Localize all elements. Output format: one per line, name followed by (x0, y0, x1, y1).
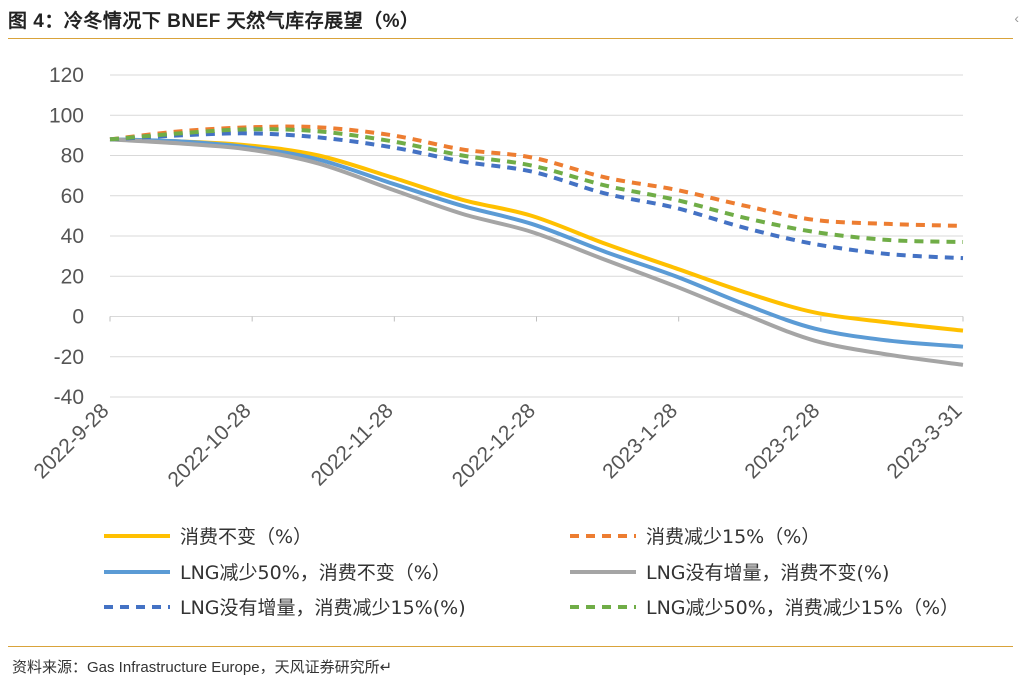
legend-label: LNG没有增量，消费减少15%(%) (180, 597, 466, 619)
legend-label: LNG没有增量，消费不变(%) (646, 562, 889, 584)
x-tick-label: 2023-1-28 (598, 399, 682, 483)
corner-mark-icon: ‹ (1014, 10, 1019, 26)
series-lines (109, 124, 964, 367)
series-line (109, 124, 964, 228)
y-tick-label: 20 (61, 265, 84, 288)
x-tick-label: 2022-9-28 (30, 399, 114, 483)
y-tick-label: -20 (54, 346, 84, 369)
legend-label: 消费不变（%） (180, 526, 312, 548)
y-axis-ticks: -40 -20 0 20 40 60 80 100 120 (49, 64, 84, 409)
x-tick-label: 2023-2-28 (740, 399, 824, 483)
x-tick-label: 2022-10-28 (163, 399, 255, 491)
legend-label: 消费减少15%（%） (646, 526, 820, 548)
x-tick-label: 2023-3-31 (883, 399, 967, 483)
legend-label: LNG减少50%，消费减少15%（%） (646, 597, 959, 619)
y-tick-label: 100 (49, 104, 84, 127)
y-tick-label: 60 (61, 185, 84, 208)
legend-label: LNG减少50%，消费不变（%） (180, 562, 451, 584)
legend: 消费不变（%） 消费减少15%（%） LNG减少50%，消费不变（%） LNG没有增量… (104, 526, 959, 619)
y-tick-label: 0 (72, 306, 84, 329)
y-tick-label: -40 (54, 386, 84, 409)
series-line (109, 131, 964, 261)
y-tick-label: 120 (49, 64, 84, 87)
figure-title: 图 4：冷冬情况下 BNEF 天然气库存展望（%） (8, 11, 420, 32)
x-tick-label: 2022-12-28 (448, 399, 540, 491)
x-tick-label: 2022-11-28 (307, 399, 398, 490)
series-line (109, 137, 964, 367)
bottom-divider (8, 646, 1013, 647)
y-tick-label: 40 (61, 225, 84, 248)
y-tick-label: 80 (61, 145, 84, 168)
top-divider (8, 38, 1013, 39)
source-note: 资料来源：Gas Infrastructure Europe，天风证券研究所↵ (12, 659, 393, 676)
